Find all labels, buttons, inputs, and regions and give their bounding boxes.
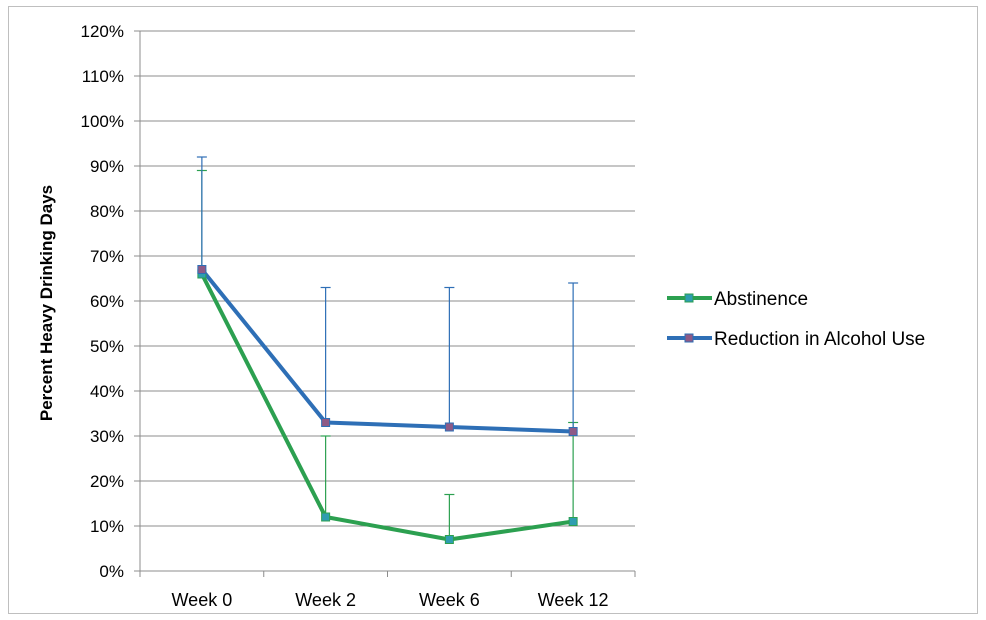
- gridlines: [134, 30, 635, 572]
- y-tick-label: 70%: [90, 247, 124, 266]
- y-tick-label: 120%: [81, 22, 124, 41]
- y-tick-label: 90%: [90, 157, 124, 176]
- legend: Abstinence Reduction in Alcohol Use: [667, 289, 925, 350]
- data-point: [568, 517, 578, 526]
- data-point: [321, 512, 331, 522]
- x-tick-label: Week 0: [172, 590, 233, 610]
- data-point: [444, 422, 454, 432]
- data-point: [321, 418, 331, 427]
- error-bars: [196, 156, 579, 540]
- series-line: [200, 273, 574, 542]
- y-tick-label: 100%: [81, 112, 124, 131]
- y-tick-label: 80%: [90, 202, 124, 221]
- y-tick-label: 20%: [90, 472, 124, 491]
- y-tick-label: 10%: [90, 517, 124, 536]
- y-tick-labels: 0% 10% 20% 30% 40% 50% 60% 70% 80% 90% 100% 110% 120…: [81, 22, 124, 581]
- y-tick-label: 30%: [90, 427, 124, 446]
- y-axis-label: Percent Heavy Drinking Days: [37, 185, 56, 421]
- x-tick-label: Week 12: [538, 590, 609, 610]
- series-lines: [200, 268, 574, 542]
- x-tick-label: Week 6: [419, 590, 480, 610]
- y-tick-label: 0%: [99, 562, 124, 581]
- data-point: [197, 265, 207, 274]
- legend-swatch-marker: [684, 333, 694, 343]
- x-tick-labels: Week 0 Week 2 Week 6 Week 12: [172, 590, 609, 610]
- data-point: [568, 427, 578, 436]
- series-line: [200, 268, 574, 434]
- series-markers: [197, 265, 578, 544]
- x-tick-label: Week 2: [295, 590, 356, 610]
- y-tick-label: 110%: [82, 67, 124, 86]
- y-tick-label: 40%: [90, 382, 124, 401]
- data-point: [444, 535, 454, 544]
- chart-frame: [8, 6, 978, 614]
- y-tick-label: 50%: [90, 337, 124, 356]
- axes: [139, 31, 636, 577]
- legend-label: Abstinence: [714, 289, 808, 310]
- y-tick-label: 60%: [90, 292, 124, 311]
- legend-swatch-marker: [684, 293, 694, 303]
- legend-label: Reduction in Alcohol Use: [714, 329, 925, 350]
